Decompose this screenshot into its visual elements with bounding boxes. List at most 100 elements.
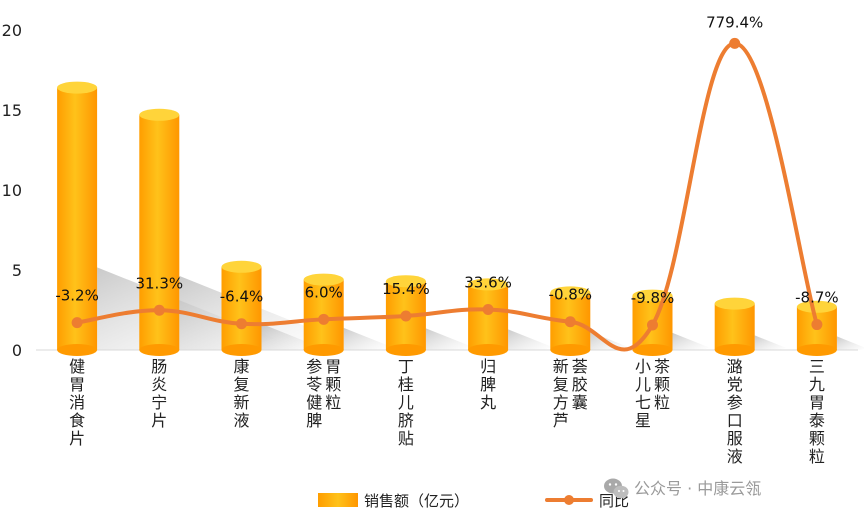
- bar-body: [221, 266, 262, 350]
- yoy-marker: [236, 318, 247, 330]
- category-char: 颗: [654, 375, 670, 394]
- yoy-marker: [400, 310, 412, 322]
- yoy-marker: [729, 37, 741, 49]
- yoy-marker: [811, 319, 823, 331]
- bar-shadow: [425, 328, 473, 350]
- category-label: 荟胶囊: [572, 357, 588, 412]
- bar-shadow: [343, 327, 392, 350]
- category-char: 茶: [654, 357, 670, 376]
- bar-base: [139, 344, 180, 356]
- bar: [221, 260, 262, 356]
- category-char: 潞: [727, 357, 743, 376]
- yoy-data-label: -3.2%: [55, 287, 99, 305]
- category-char: 参: [727, 393, 743, 412]
- legend-label-sales: 销售额（亿元）: [364, 492, 469, 510]
- category-char: 荟: [572, 357, 588, 376]
- category-label: 胃颗粒: [325, 357, 341, 412]
- category-char: 复: [553, 375, 569, 394]
- category-label: 肠炎宁片: [151, 357, 167, 430]
- category-char: 泰: [809, 411, 825, 430]
- category-char: 胃: [325, 357, 341, 376]
- category-char: 粒: [654, 393, 670, 412]
- bar-top: [550, 286, 591, 299]
- bar-shadow: [836, 336, 864, 350]
- category-char: 片: [69, 429, 85, 448]
- legend: 销售额（亿元） 同比: [318, 492, 629, 510]
- category-char: 胃: [69, 375, 85, 394]
- watermark: 公众号 · 中康云瓴: [604, 478, 761, 499]
- category-char: 九: [809, 375, 825, 394]
- category-label: 新复方芦: [553, 357, 569, 430]
- yoy-line: [71, 37, 823, 352]
- yoy-marker: [318, 313, 330, 325]
- category-label: 丁桂儿脐贴: [398, 357, 414, 448]
- y-axis-ticks: 0 5 10 15 20: [2, 21, 22, 360]
- category-char: 炎: [151, 375, 167, 394]
- category-char: 健: [69, 357, 85, 376]
- category-char: 儿: [635, 375, 651, 394]
- category-char: 新: [233, 393, 249, 412]
- category-char: 口: [727, 411, 743, 430]
- category-char: 服: [727, 429, 743, 448]
- category-char: 肠: [151, 357, 167, 376]
- yoy-marker: [153, 304, 165, 316]
- category-char: 脾: [306, 411, 322, 430]
- yoy-marker: [482, 303, 494, 315]
- yoy-data-label: 15.4%: [382, 280, 430, 298]
- y-tick-label: 5: [12, 261, 22, 280]
- category-char: 儿: [398, 393, 414, 412]
- bar-base: [303, 344, 344, 356]
- bar-body: [468, 284, 509, 350]
- category-char: 丸: [480, 393, 496, 412]
- category-label: 小儿七星: [635, 357, 651, 430]
- bar-body: [714, 303, 755, 350]
- category-char: 胃: [809, 393, 825, 412]
- legend-swatch-sales: [318, 493, 358, 507]
- yoy-data-label: -9.8%: [631, 289, 675, 307]
- bar-base: [714, 344, 755, 356]
- yoy-data-label: 779.4%: [706, 13, 763, 31]
- legend-swatch-yoy-marker: [564, 495, 574, 505]
- category-char: 颗: [325, 375, 341, 394]
- bar-base: [796, 344, 837, 356]
- category-char: 粒: [809, 447, 825, 466]
- bar-top: [221, 260, 262, 273]
- category-char: 贴: [398, 429, 414, 448]
- wechat-icon: [604, 478, 629, 499]
- category-char: 脾: [480, 375, 496, 394]
- category-label: 潞党参口服液: [727, 357, 743, 466]
- category-char: 三: [809, 357, 825, 376]
- bar-shadow: [261, 323, 318, 350]
- bar-base: [550, 344, 591, 356]
- category-label: 健胃消食片: [69, 357, 85, 448]
- yoy-data-label: 33.6%: [464, 273, 512, 291]
- category-char: 新: [553, 357, 569, 376]
- category-char: 液: [727, 447, 743, 466]
- bar-base: [468, 344, 509, 356]
- category-char: 参: [306, 357, 322, 376]
- bar: [714, 297, 755, 356]
- bar-top: [303, 273, 344, 286]
- category-char: 食: [69, 411, 85, 430]
- y-tick-label: 15: [2, 101, 22, 120]
- bar-shadow: [508, 329, 553, 350]
- category-char: 宁: [151, 393, 167, 412]
- y-tick-label: 20: [2, 21, 22, 40]
- category-char: 片: [151, 411, 167, 430]
- bar-top: [385, 275, 426, 288]
- bar-shadow: [672, 332, 710, 350]
- yoy-labels: -3.2% 31.3% -6.4% 6.0% 15.4% 33.6% -0.8% -9.8% 7…: [55, 13, 838, 307]
- bar: [468, 278, 509, 356]
- bar-top: [796, 300, 837, 313]
- category-char: 粒: [325, 393, 341, 412]
- category-label: 康复新液: [233, 357, 249, 430]
- category-char: 囊: [572, 393, 588, 412]
- yoy-data-label: 6.0%: [305, 283, 343, 301]
- bar-top: [57, 81, 98, 94]
- category-label: 参苓健脾: [306, 357, 322, 430]
- watermark-text: 公众号 · 中康云瓴: [634, 479, 761, 498]
- bars: [57, 81, 837, 356]
- category-char: 胶: [572, 375, 588, 394]
- y-tick-label: 0: [12, 341, 22, 360]
- category-char: 七: [635, 393, 651, 412]
